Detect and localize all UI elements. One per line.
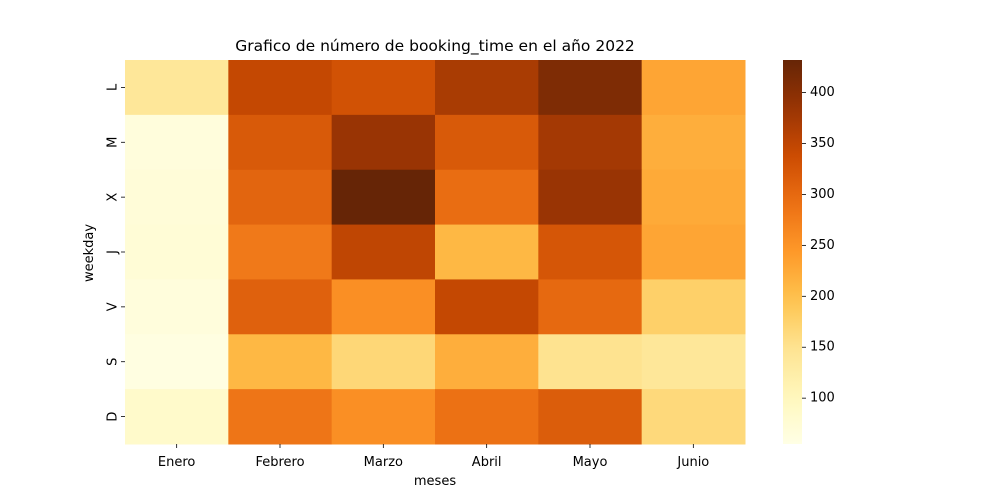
colorbar-tick-label: 300 [810,187,835,202]
heatmap-cell [331,334,436,390]
y-tick-label: S [106,358,121,366]
x-tick-label: Abril [472,455,502,470]
y-axis-label: weekday [82,224,97,282]
heatmap-cell [125,279,229,335]
heatmap-cell [641,279,746,335]
y-tick-label: D [106,412,121,422]
colorbar-tick-label: 250 [810,238,835,253]
x-tick-label: Enero [158,455,196,470]
heatmap-cell [125,169,229,226]
colorbar-tick-label: 150 [810,340,835,355]
y-axis-ticks: L M X J V S D [106,83,125,422]
heatmap-cell [641,114,746,171]
heatmap-cell [331,389,436,445]
colorbar-tick-label: 400 [810,85,835,100]
heatmap-cell [435,60,539,116]
heatmap-cell [641,169,746,226]
heatmap-cell [228,169,333,226]
heatmap-cell [435,114,539,171]
heatmap-cell [331,114,436,171]
heatmap-cell [538,224,643,280]
heatmap-cell [125,224,229,280]
x-axis-label: meses [414,474,456,489]
y-tick-label: M [106,137,121,148]
heatmap-cell [641,334,746,390]
heatmap-cell [331,60,436,116]
heatmap-cells [125,60,746,445]
heatmap-cell [125,60,229,116]
x-axis-ticks: Enero Febrero Marzo Abril Mayo Junio [158,444,709,470]
heatmap-cell [331,224,436,280]
heatmap-cell [228,279,333,335]
heatmap-cell [331,169,436,226]
heatmap-cell [538,334,643,390]
heatmap-cell [125,389,229,445]
heatmap-cell [228,334,333,390]
heatmap-cell [228,60,333,116]
x-tick-label: Mayo [573,455,608,470]
heatmap-cell [435,334,539,390]
heatmap-cell [538,279,643,335]
heatmap-cell [125,114,229,171]
heatmap-cell [641,60,746,116]
colorbar-ticks: 100 150 200 250 300 350 400 [802,85,835,406]
heatmap-cell [538,389,643,445]
y-tick-label: X [106,193,121,202]
y-tick-label: J [106,250,121,255]
colorbar-tick-label: 350 [810,136,835,151]
heatmap-cell [228,224,333,280]
colorbar [783,60,802,444]
heatmap-cell [125,334,229,390]
x-tick-label: Marzo [364,455,403,470]
heatmap-cell [435,224,539,280]
heatmap-cell [331,279,436,335]
x-tick-label: Febrero [255,455,304,470]
heatmap-cell [538,114,643,171]
x-tick-label: Junio [676,455,709,470]
y-tick-label: V [106,302,121,311]
heatmap-cell [435,169,539,226]
y-tick-label: L [106,83,121,91]
colorbar-tick-label: 100 [810,391,835,406]
heatmap-cell [641,389,746,445]
colorbar-tick-label: 200 [810,289,835,304]
heatmap-cell [228,114,333,171]
heatmap-cell [641,224,746,280]
heatmap-cell [228,389,333,445]
heatmap-cell [538,169,643,226]
chart-title: Grafico de número de booking_time en el … [235,37,635,56]
heatmap-cell [538,60,643,116]
heatmap-cell [435,279,539,335]
heatmap-cell [435,389,539,445]
